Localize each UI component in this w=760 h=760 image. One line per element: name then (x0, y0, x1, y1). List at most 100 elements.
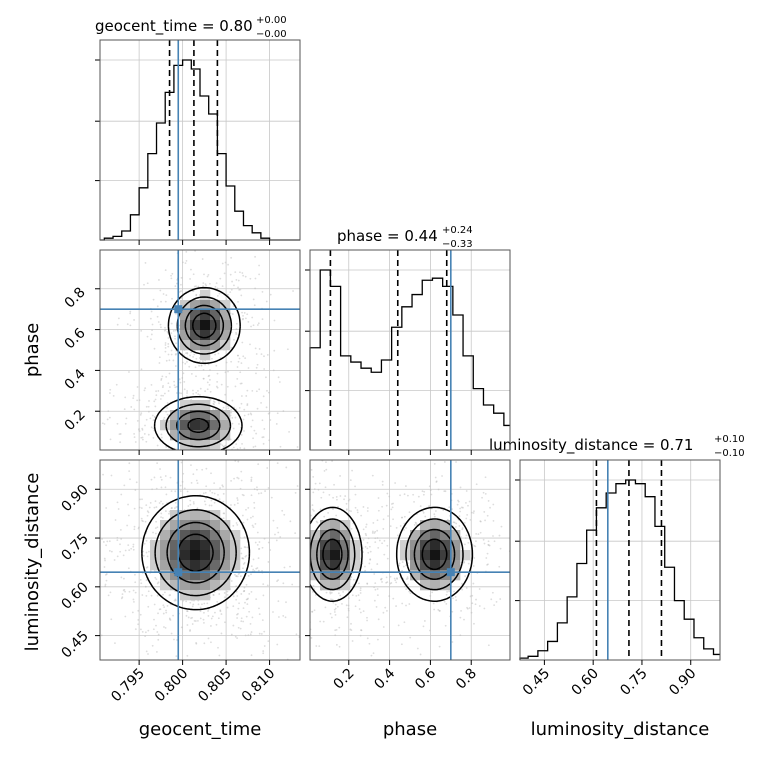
sample-point (180, 283, 182, 286)
sample-point (215, 623, 218, 626)
y-tick-label-luminosity_distance: 0.60 (58, 579, 91, 612)
sample-point (324, 486, 327, 489)
sample-point (241, 493, 244, 496)
sample-point (422, 493, 425, 496)
sample-point (275, 546, 277, 548)
sample-point (145, 579, 148, 582)
sample-point (165, 611, 168, 614)
sample-point (266, 584, 269, 587)
density-cell (220, 540, 231, 551)
sample-point (301, 403, 303, 405)
sample-point (467, 541, 470, 544)
sample-point (279, 445, 282, 448)
sample-point (104, 573, 107, 576)
sample-point (203, 621, 205, 624)
sample-point (210, 617, 213, 620)
sample-point (240, 552, 243, 555)
title-geocent-time: geocent_time = 0.80 (95, 17, 253, 36)
sample-point (384, 606, 387, 609)
sample-point (241, 272, 244, 274)
sample-point (134, 628, 137, 631)
sample-point (314, 482, 317, 485)
sample-point (174, 490, 177, 493)
sample-point (139, 613, 142, 616)
sample-point (162, 394, 164, 397)
y-tick-label-phase: 0.6 (62, 325, 89, 352)
sample-point (192, 355, 195, 358)
sample-point (343, 498, 345, 501)
sample-point (207, 608, 210, 611)
sample-point (475, 598, 477, 601)
sample-point (257, 463, 260, 466)
sample-point (165, 359, 168, 362)
sample-point (206, 275, 209, 278)
sample-point (215, 385, 218, 388)
sample-point (359, 611, 362, 614)
sample-point (242, 590, 245, 593)
sample-point (351, 469, 353, 472)
sample-point (257, 492, 260, 495)
panel-titles: geocent_time = 0.80 +0.00 −0.00 phase = … (95, 15, 745, 459)
sample-point (193, 285, 196, 288)
sample-point (152, 298, 155, 301)
contour-line (322, 538, 448, 571)
sample-point (154, 405, 157, 408)
sample-point (482, 538, 485, 541)
density-cell (340, 530, 351, 541)
sample-point (156, 315, 159, 318)
sample-point (265, 300, 268, 303)
sample-point (424, 515, 427, 518)
sample-point (206, 381, 209, 384)
sample-point (164, 510, 167, 512)
sample-point (486, 552, 489, 555)
sample-point (346, 616, 349, 619)
sample-point (165, 453, 167, 455)
sample-point (179, 484, 182, 487)
sample-point (260, 353, 263, 356)
sample-point (374, 588, 377, 591)
density-cell (190, 330, 201, 341)
sample-point (366, 547, 369, 550)
sample-point (176, 282, 178, 285)
sample-point (174, 501, 177, 504)
x-axis-label-luminosity-distance: luminosity_distance (531, 719, 710, 740)
sample-point (151, 644, 154, 647)
sample-point (269, 419, 272, 421)
sample-point (312, 491, 315, 494)
sample-point (277, 376, 280, 379)
sample-point (110, 550, 113, 553)
sample-point (244, 317, 247, 320)
sample-point (136, 419, 139, 422)
sample-point (154, 576, 157, 579)
density-cell (180, 330, 191, 341)
sample-point (383, 539, 386, 542)
sample-point (493, 604, 496, 607)
sample-point (469, 518, 472, 521)
sample-point (463, 522, 466, 524)
sample-point (144, 520, 147, 523)
density-cell (400, 550, 411, 561)
sample-point (243, 586, 246, 589)
sample-point (193, 619, 196, 622)
sample-point (236, 497, 239, 499)
sample-point (198, 364, 200, 367)
sample-point (164, 705, 166, 707)
sample-point (417, 495, 420, 498)
sample-point (362, 528, 365, 531)
sample-point (165, 445, 168, 448)
density-cell (190, 540, 201, 551)
sample-point (151, 488, 153, 491)
sample-point (140, 628, 142, 631)
sample-point (382, 528, 385, 530)
density-cell (210, 580, 221, 591)
sample-point (395, 581, 398, 584)
sample-point (162, 462, 164, 464)
sample-point (244, 555, 247, 558)
sample-point (162, 418, 165, 421)
sample-point (196, 507, 199, 510)
sample-point (105, 544, 108, 547)
sample-point (153, 456, 155, 458)
sample-point (212, 408, 215, 411)
sample-point (218, 654, 221, 657)
sample-point (230, 288, 233, 291)
